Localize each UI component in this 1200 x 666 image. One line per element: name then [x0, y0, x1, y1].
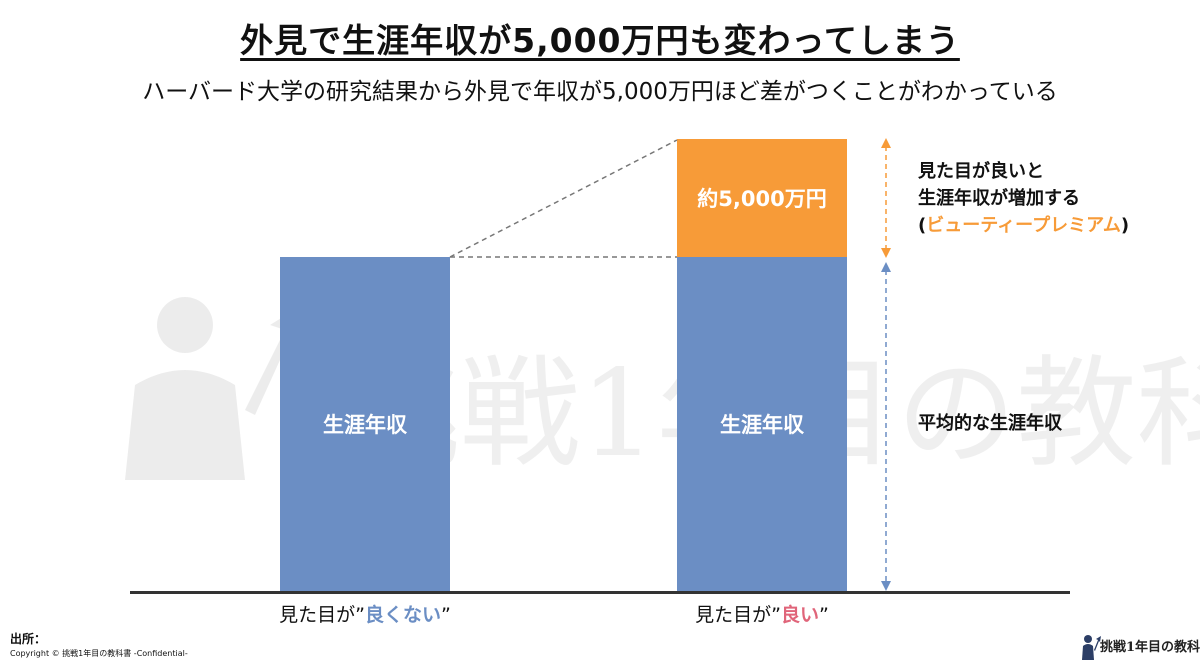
annotation-average-income: 平均的な生涯年収	[918, 413, 1062, 434]
logo-text: 挑戦1年目の教科書	[1100, 640, 1200, 655]
source-label: 出所：	[10, 632, 47, 646]
xlabel-not-good: 見た目が”良くない”	[279, 604, 451, 626]
xlabel-good: 見た目が”良い”	[695, 604, 829, 626]
page-subtitle: ハーバード大学の研究結果から外見で年収が5,000万円ほど差がつくことがわかって…	[142, 79, 1058, 105]
bar-good-looking-base: 生涯年収	[677, 257, 847, 591]
bar-not-good-looking: 生涯年収	[280, 257, 450, 591]
bar-label: 生涯年収	[323, 413, 407, 437]
bar-label: 生涯年収	[720, 413, 804, 437]
annotation-beauty-premium: 見た目が良いと 生涯年収が増加する (ビューティープレミアム)	[918, 161, 1130, 236]
page-title: 外見で生涯年収が5,000万円も変わってしまう	[240, 21, 960, 60]
bar-beauty-premium: 約5,000万円	[677, 139, 847, 257]
baseline	[130, 591, 1070, 594]
bar-premium-label: 約5,000万円	[697, 187, 827, 211]
logo-figure-icon	[1082, 635, 1101, 660]
copyright-text: Copyright © 挑戦1年目の教科書 -Confidential-	[10, 649, 188, 658]
